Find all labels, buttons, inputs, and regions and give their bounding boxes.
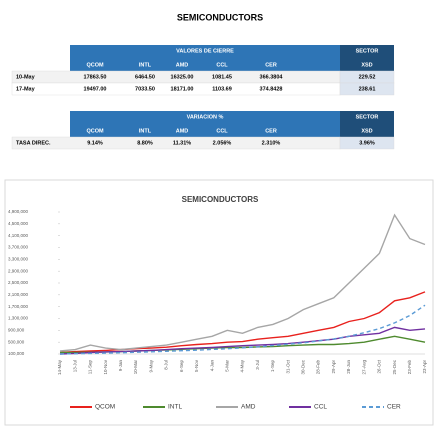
row-label: TASA DIREC. — [16, 140, 51, 146]
x-tick-label: 29-Apr — [331, 360, 336, 374]
x-tick-label: 5-Mar — [224, 360, 229, 372]
sector-header — [340, 111, 394, 137]
legend-label: AMD — [241, 404, 256, 411]
x-tick-label: 23-Apr — [422, 360, 427, 374]
legend-label: CER — [387, 404, 401, 411]
sector-cell — [339, 136, 395, 150]
sector-title: SECTOR — [356, 114, 379, 120]
series-line — [59, 304, 426, 355]
chart-frame — [4, 179, 434, 426]
page-title: SEMICONDUCTORS — [177, 12, 263, 22]
x-tick-label: 4-Jan — [209, 360, 214, 372]
sector-header — [340, 45, 394, 71]
cell: 1081.45 — [212, 74, 232, 80]
cell: 11.31% — [173, 140, 191, 146]
cell: 16325.00 — [171, 74, 194, 80]
x-tick-label: 31-Oct — [285, 359, 290, 373]
cell: 366.3804 — [260, 74, 284, 80]
x-tick-label: 27-Aug — [361, 360, 366, 375]
x-tick-label: 9-Jan — [118, 360, 123, 372]
cell: 1103.69 — [212, 86, 232, 92]
cell: 19497.00 — [84, 86, 107, 92]
column-header: CCL — [216, 128, 228, 134]
y-tick-label: 4,500,000 — [8, 221, 29, 226]
x-tick-label: 14-May — [57, 359, 62, 375]
x-tick-label: 25-Dec — [392, 359, 397, 374]
cell: 238.61 — [359, 86, 376, 92]
x-tick-label: 11-Sep — [88, 360, 93, 375]
y-tick-label: 2,100,000 — [8, 292, 29, 297]
group-title: VALORES DE CIERRE — [176, 48, 234, 54]
cell: 374.8428 — [260, 86, 283, 92]
legend-label: CCL — [314, 404, 327, 411]
sector-title: SECTOR — [356, 48, 379, 54]
x-tick-label: 6-Sep — [179, 360, 184, 373]
x-tick-label: 28-Feb — [316, 360, 321, 375]
y-tick-label: 2,900,000 — [8, 268, 29, 273]
series-line — [59, 326, 426, 355]
y-tick-label: 2,500,000 — [8, 280, 29, 285]
x-tick-label: 5-Nov — [194, 359, 199, 372]
cell: 3.96% — [359, 140, 375, 146]
y-tick-label: 500,000 — [8, 339, 25, 344]
column-header: AMD — [176, 62, 189, 68]
x-tick-label: 30-Dec — [301, 359, 306, 374]
row-label: 10-May — [16, 74, 36, 80]
x-tick-label: 8-Jul — [164, 360, 169, 370]
y-tick-label: 3,700,000 — [8, 245, 29, 250]
column-header: CER — [265, 62, 277, 68]
column-header: QCOM — [86, 62, 104, 68]
x-tick-label: 23-Feb — [407, 360, 412, 375]
legend-label: QCOM — [95, 404, 115, 411]
y-tick-label: 4,100,000 — [8, 233, 29, 238]
legend-label: INTL — [168, 404, 182, 411]
column-header: CER — [265, 128, 277, 134]
group-title: VARIACION % — [187, 114, 224, 120]
y-tick-label: 100,000 — [8, 351, 25, 356]
x-tick-label: 10-Nov — [103, 359, 108, 374]
cell: 8.80% — [137, 140, 153, 146]
y-tick-label: 3,300,000 — [8, 257, 29, 262]
x-tick-label: 13-Jul — [72, 360, 77, 372]
table-header — [70, 111, 340, 137]
x-tick-label: 3-Jul — [255, 360, 260, 370]
series-line — [59, 213, 426, 352]
column-header: INTL — [139, 62, 152, 68]
cell: 7033.50 — [135, 86, 155, 92]
x-tick-label: 26-Oct — [377, 359, 382, 373]
column-header: INTL — [139, 128, 152, 134]
column-header: XSD — [361, 128, 372, 134]
column-header: XSD — [361, 62, 372, 68]
x-tick-label: 4-May — [240, 359, 245, 372]
cell: 2.056% — [213, 140, 232, 146]
x-tick-label: 10-Mar — [133, 360, 138, 375]
y-tick-label: 4,900,000 — [8, 209, 29, 214]
y-tick-label: 900,000 — [8, 328, 25, 333]
column-header: QCOM — [86, 128, 104, 134]
x-tick-label: 1-Sep — [270, 360, 275, 373]
y-tick-label: 1,300,000 — [8, 316, 29, 321]
cell: 18171.00 — [171, 86, 194, 92]
cell: 9.14% — [87, 140, 103, 146]
column-header: CCL — [216, 62, 228, 68]
cell: 2.310% — [262, 140, 281, 146]
chart-title: SEMICONDUCTORS — [182, 195, 259, 204]
table-header — [70, 45, 340, 71]
y-tick-label: 1,700,000 — [8, 304, 29, 309]
column-header: AMD — [176, 128, 189, 134]
x-tick-label: 9-May — [148, 359, 153, 372]
cell: 6464.50 — [135, 74, 155, 80]
sector-cell — [339, 82, 395, 96]
row-label: 17-May — [16, 86, 36, 92]
x-tick-label: 28-Jun — [346, 360, 351, 374]
cell: 17863.50 — [84, 74, 107, 80]
cell: 229.52 — [359, 74, 376, 80]
